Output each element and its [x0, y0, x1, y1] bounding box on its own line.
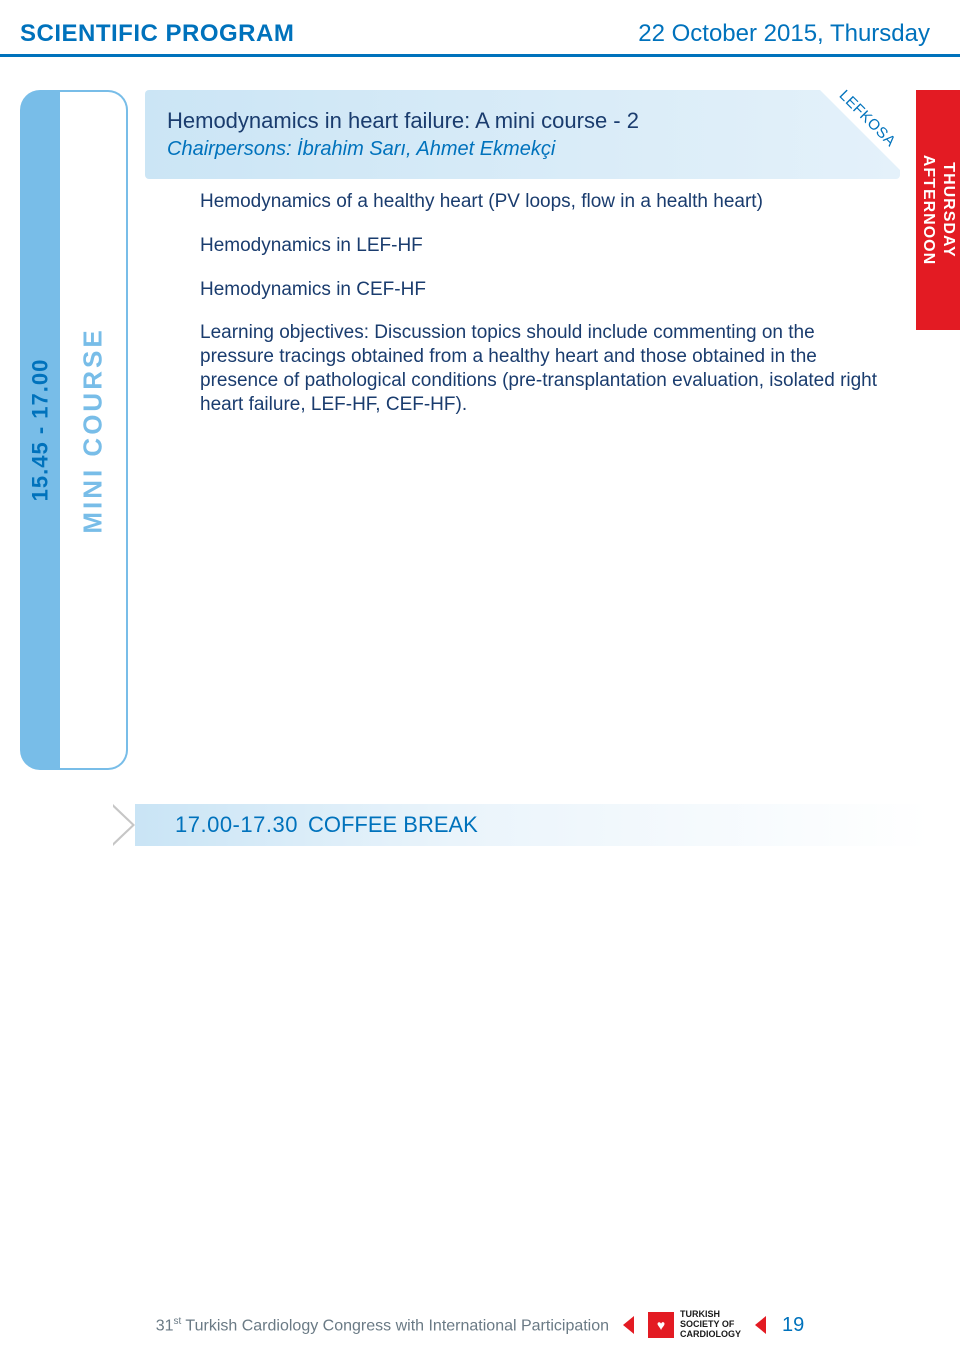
society-name: TURKISH SOCIETY OF CARDIOLOGY — [680, 1310, 741, 1340]
chevron-left-icon — [623, 1316, 634, 1334]
session-type-rail: MINI COURSE — [60, 90, 128, 770]
page-header: SCIENTIFIC PROGRAM 22 October 2015, Thur… — [0, 0, 960, 57]
header-right-date: 22 October 2015, Thursday — [638, 20, 930, 48]
session-title: Hemodynamics in heart failure: A mini co… — [167, 108, 830, 134]
heart-icon: ♥ — [648, 1312, 674, 1338]
break-time: 17.00-17.30 — [175, 812, 298, 838]
session-type: MINI COURSE — [78, 327, 109, 533]
body-paragraph: Learning objectives: Discussion topics s… — [200, 321, 880, 416]
session-sidebar: 15.45 - 17.00 MINI COURSE — [20, 90, 128, 770]
break-label: COFFEE BREAK — [308, 812, 478, 838]
day-period-tab: THURSDAY AFTERNOON — [916, 90, 960, 330]
page-number: 19 — [782, 1314, 804, 1337]
society-logo: ♥ TURKISH SOCIETY OF CARDIOLOGY — [648, 1310, 741, 1340]
day-name: THURSDAY — [940, 162, 957, 257]
coffee-break-banner: 17.00-17.30 COFFEE BREAK — [135, 804, 930, 846]
congress-title: 31st Turkish Cardiology Congress with In… — [156, 1316, 609, 1335]
header-left-title: SCIENTIFIC PROGRAM — [20, 20, 294, 48]
congress-ord-num: 31 — [156, 1317, 174, 1334]
session-card: Hemodynamics in heart failure: A mini co… — [145, 90, 900, 179]
session-body: Hemodynamics of a healthy heart (PV loop… — [200, 190, 880, 436]
period-name: AFTERNOON — [920, 155, 937, 265]
body-paragraph: Hemodynamics in LEF-HF — [200, 234, 880, 258]
chevron-left-icon — [755, 1316, 766, 1334]
session-time: 15.45 - 17.00 — [27, 359, 53, 502]
session-chairpersons: Chairpersons: İbrahim Sarı, Ahmet Ekmekç… — [167, 138, 830, 161]
congress-name: Turkish Cardiology Congress with Interna… — [181, 1317, 609, 1334]
time-rail: 15.45 - 17.00 — [20, 90, 60, 770]
day-period-text: THURSDAY AFTERNOON — [918, 155, 958, 265]
body-paragraph: Hemodynamics in CEF-HF — [200, 278, 880, 302]
body-paragraph: Hemodynamics of a healthy heart (PV loop… — [200, 190, 880, 214]
page-footer: 31st Turkish Cardiology Congress with In… — [0, 1310, 960, 1340]
chevron-right-icon — [113, 804, 135, 846]
